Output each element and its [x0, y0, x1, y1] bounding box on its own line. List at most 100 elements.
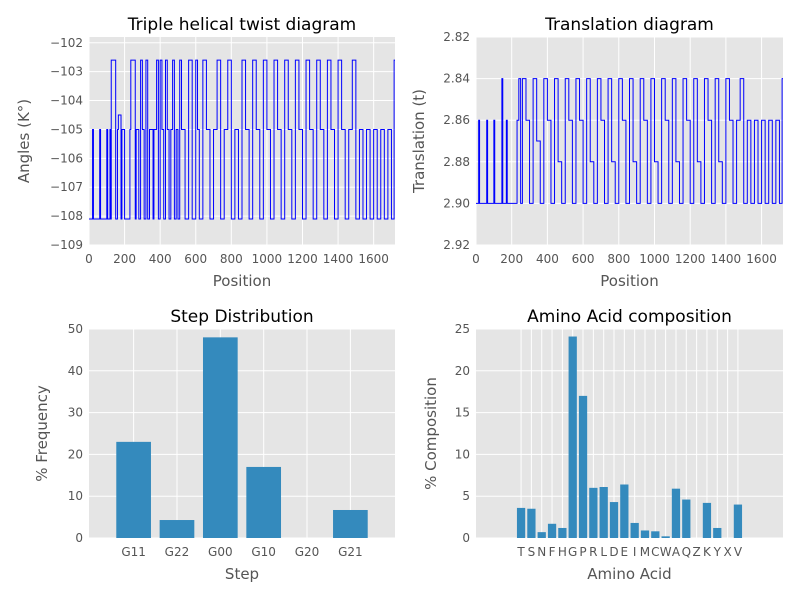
x-tick-label: C [651, 545, 659, 559]
x-tick-label: 1000 [639, 252, 670, 266]
bar-G10 [246, 466, 282, 538]
bar-H [558, 527, 567, 538]
y-tick-label: −103 [50, 65, 83, 79]
bar-S [527, 508, 536, 538]
bar-Y [713, 527, 722, 538]
y-tick-label: −105 [50, 122, 83, 136]
y-tick-label: 2.82 [443, 30, 470, 44]
chart-panel-2 [475, 36, 783, 246]
y-tick-label: −106 [50, 151, 83, 165]
x-tick-label: G10 [251, 545, 276, 559]
series-line [89, 59, 395, 220]
bar-L [599, 487, 608, 538]
x-tick-label: 800 [220, 252, 243, 266]
bar-T [516, 507, 526, 538]
x-tick-label: 1400 [323, 252, 354, 266]
bar-Q [682, 499, 691, 538]
y-tick-label: −107 [50, 180, 83, 194]
x-tick-label: 400 [149, 252, 172, 266]
y-tick-label: 50 [68, 322, 83, 336]
y-tick-label: −104 [50, 94, 83, 108]
y-tick-label: −102 [50, 36, 83, 50]
x-tick-label: A [672, 545, 681, 559]
x-tick-label: G22 [165, 545, 190, 559]
x-tick-label: G11 [121, 545, 146, 559]
x-tick-label: X [723, 545, 731, 559]
x-tick-label: Z [693, 545, 701, 559]
bar-G00 [202, 337, 238, 538]
x-tick-label: D [609, 545, 618, 559]
x-tick-label: K [703, 545, 712, 559]
y-tick-label: 0 [462, 531, 470, 545]
x-tick-label: N [537, 545, 546, 559]
x-tick-label: R [589, 545, 597, 559]
x-tick-label: 1000 [252, 252, 283, 266]
x-tick-label: G21 [338, 545, 363, 559]
bar-R [589, 487, 598, 538]
y-tick-label: 10 [455, 447, 470, 461]
chart-panel-3 [89, 328, 395, 539]
x-tick-label: 0 [472, 252, 480, 266]
x-tick-label: G00 [208, 545, 233, 559]
x-tick-label: V [734, 545, 743, 559]
bar-C [651, 531, 660, 538]
x-tick-label: I [633, 545, 637, 559]
y-tick-label: 2.88 [443, 155, 470, 169]
y-tick-label: 15 [455, 406, 470, 420]
chart-title: Step Distribution [170, 307, 313, 327]
chart-title: Amino Acid composition [527, 307, 732, 327]
bar-W [661, 536, 670, 538]
y-tick-label: 5 [462, 489, 470, 503]
y-tick-label: 2.90 [443, 196, 470, 210]
x-tick-label: G20 [295, 545, 320, 559]
y-axis-label: % Frequency [33, 385, 51, 482]
x-tick-label: L [600, 545, 607, 559]
x-axis-label: Amino Acid [587, 565, 671, 583]
x-tick-label: 1200 [675, 252, 706, 266]
bar-V [733, 504, 743, 538]
x-tick-label: 200 [500, 252, 523, 266]
y-tick-label: 2.86 [443, 113, 470, 127]
x-axis-label: Position [600, 272, 658, 290]
bar-P [578, 395, 588, 538]
x-tick-label: T [516, 545, 525, 559]
y-tick-label: 10 [68, 489, 83, 503]
series-line [476, 78, 783, 204]
x-tick-label: 400 [536, 252, 559, 266]
plot-area [476, 329, 783, 538]
bar-G [568, 336, 577, 538]
y-tick-label: 40 [68, 364, 83, 378]
x-tick-label: 600 [184, 252, 207, 266]
y-axis-label: % Composition [422, 377, 440, 490]
bar-M [640, 530, 650, 538]
x-tick-label: G [568, 545, 577, 559]
chart-panel-4 [476, 328, 783, 539]
x-tick-label: Y [713, 545, 722, 559]
bar-N [537, 532, 546, 538]
x-tick-label: 1600 [746, 252, 777, 266]
x-axis-label: Step [225, 565, 259, 583]
x-tick-label: 1600 [358, 252, 389, 266]
x-tick-label: H [558, 545, 567, 559]
x-tick-label: 1200 [287, 252, 318, 266]
y-tick-label: 25 [455, 322, 470, 336]
y-tick-label: 30 [68, 406, 83, 420]
bar-D [609, 502, 619, 538]
x-tick-label: 200 [113, 252, 136, 266]
chart-panel-1 [88, 37, 395, 246]
x-tick-label: 1400 [711, 252, 742, 266]
x-tick-label: S [528, 545, 536, 559]
bar-F [547, 523, 557, 538]
bar-I [630, 522, 639, 538]
y-axis-label: Angles (K°) [15, 99, 33, 183]
chart-title: Translation diagram [544, 15, 714, 35]
y-tick-label: −108 [50, 209, 83, 223]
bar-G22 [159, 520, 195, 538]
x-tick-label: E [621, 545, 629, 559]
x-tick-label: 0 [85, 252, 93, 266]
x-tick-label: M [640, 545, 650, 559]
bar-A [671, 488, 681, 538]
bar-G21 [333, 509, 368, 538]
chart-title: Triple helical twist diagram [127, 15, 356, 35]
